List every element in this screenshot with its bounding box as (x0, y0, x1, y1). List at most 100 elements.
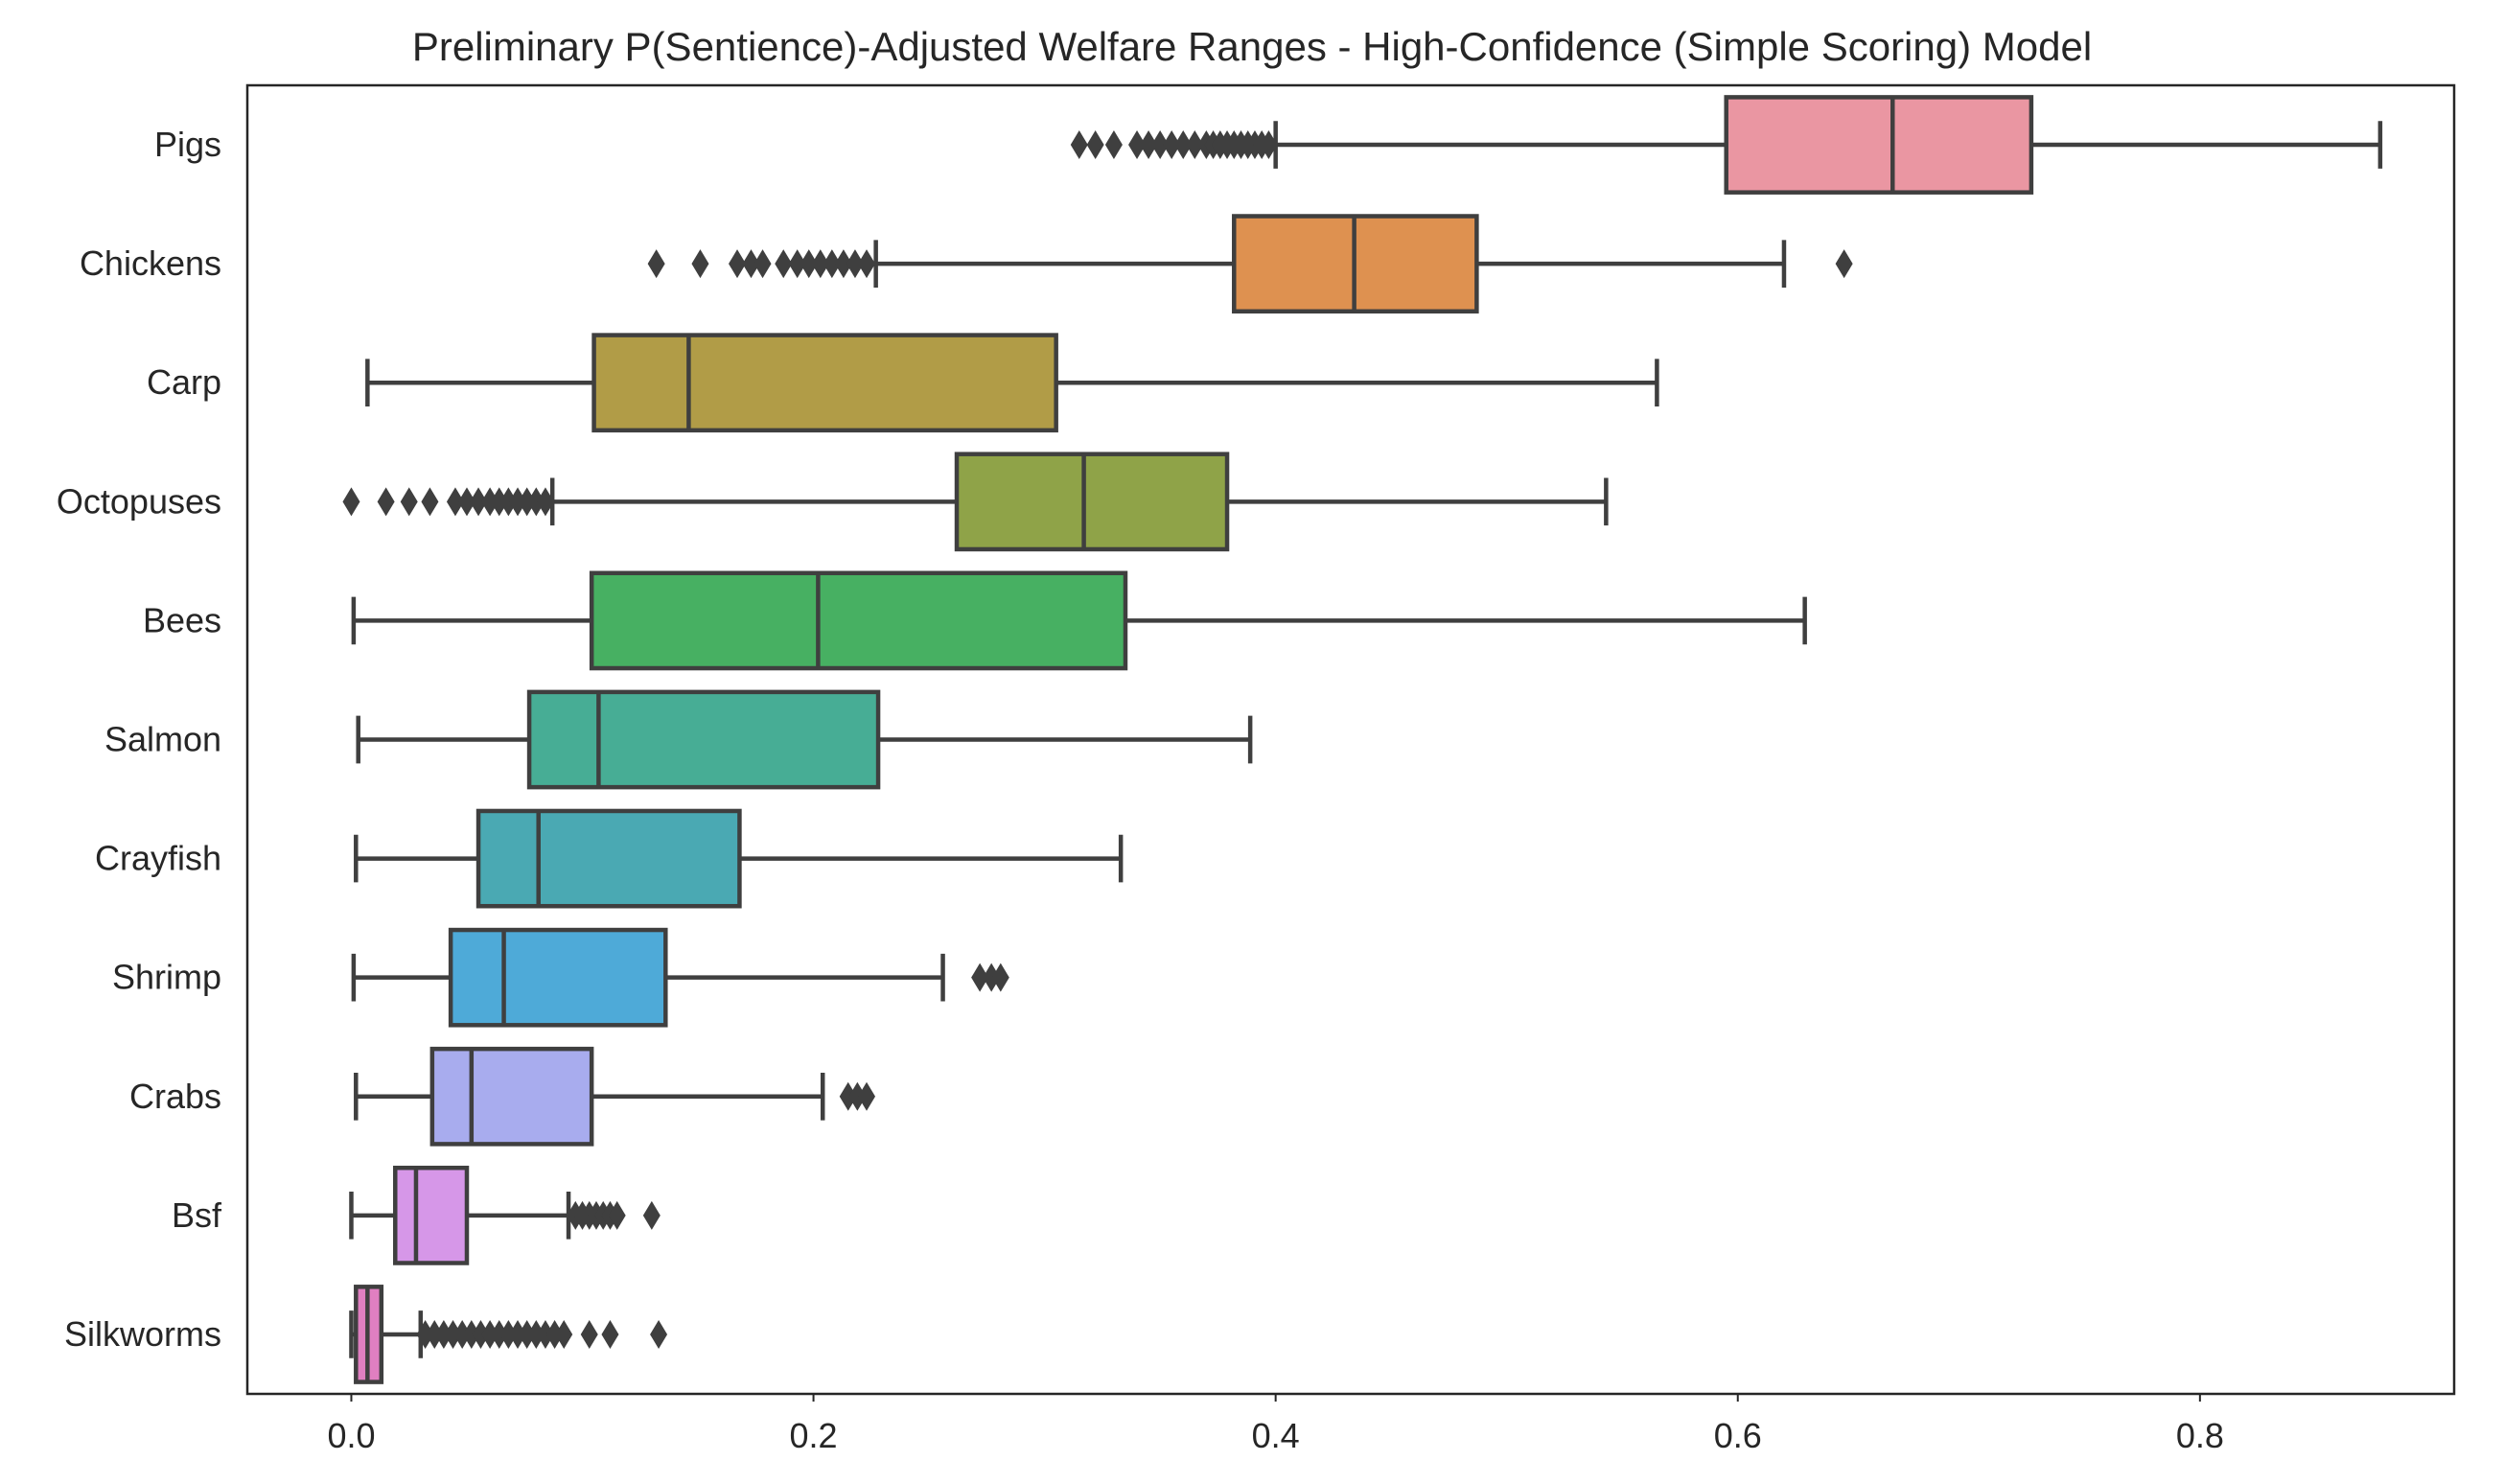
iqr-box (1724, 95, 2034, 195)
category-label: Crayfish (95, 839, 221, 878)
outlier-point (1104, 130, 1123, 160)
outlier-point (481, 487, 499, 517)
chart-title: Preliminary P(Sentience)-Adjusted Welfar… (412, 24, 2092, 69)
outlier-point (536, 1319, 554, 1349)
box-row-salmon: Salmon (104, 689, 1253, 790)
box-row-octopuses: Octopuses (57, 452, 1609, 552)
iqr-box (448, 927, 668, 1028)
outlier-point (1260, 130, 1278, 160)
box-row-pigs: Pigs (154, 95, 2383, 195)
outlier-point (742, 249, 760, 279)
outlier-point (983, 962, 1001, 992)
outlier-point (457, 487, 475, 517)
outlier-point (446, 487, 464, 517)
category-label: Octopuses (57, 481, 221, 521)
outlier-point (490, 1319, 508, 1349)
outlier-point (971, 962, 989, 992)
outlier-point (647, 249, 665, 279)
box-row-bsf: Bsf (172, 1165, 661, 1265)
iqr-box (954, 452, 1230, 552)
iqr-box (526, 689, 881, 790)
box-row-shrimp: Shrimp (112, 927, 1009, 1028)
x-tick-label: 0.4 (1252, 1416, 1300, 1455)
x-axis-ticks: 0.0 0.2 0.4 0.6 0.8 (327, 1394, 2224, 1455)
category-label: Chickens (80, 243, 221, 283)
category-label: Pigs (154, 125, 221, 164)
outlier-point (650, 1319, 668, 1349)
outlier-point (608, 1200, 626, 1230)
iqr-box (429, 1046, 594, 1147)
outlier-point (470, 487, 488, 517)
outlier-point (1186, 130, 1204, 160)
outlier-point (834, 249, 852, 279)
outlier-point (788, 249, 806, 279)
outlier-point (377, 487, 395, 517)
box-row-silkworms: Silkworms (64, 1285, 668, 1384)
category-label: Shrimp (112, 958, 221, 997)
outlier-point (823, 249, 841, 279)
outlier-point (846, 249, 864, 279)
category-label: Silkworms (64, 1314, 221, 1354)
outlier-point (434, 1319, 452, 1349)
outlier-point (1140, 130, 1158, 160)
outlier-point (490, 487, 508, 517)
outlier-point (1835, 249, 1853, 279)
outlier-point (426, 1319, 444, 1349)
x-tick-label: 0.8 (2176, 1416, 2224, 1455)
category-label: Salmon (104, 720, 221, 759)
outlier-point (444, 1319, 462, 1349)
outlier-point (1128, 130, 1147, 160)
outlier-point (580, 1319, 598, 1349)
category-label: Bees (143, 600, 221, 639)
outlier-point (536, 487, 554, 517)
outlier-point (800, 249, 818, 279)
outlier-point (1163, 130, 1181, 160)
iqr-box (589, 570, 1128, 671)
outlier-point (991, 962, 1009, 992)
outlier-point (858, 249, 876, 279)
outlier-point (342, 487, 360, 517)
outlier-point (481, 1319, 499, 1349)
box-row-carp: Carp (147, 333, 1659, 433)
outlier-point (729, 249, 747, 279)
outlier-point (1151, 130, 1170, 160)
category-label: Crabs (129, 1077, 221, 1116)
x-tick-label: 0.2 (790, 1416, 838, 1455)
outlier-point (472, 1319, 490, 1349)
outlier-point (416, 1319, 434, 1349)
outlier-point (1070, 130, 1088, 160)
outlier-point (839, 1081, 857, 1111)
outlier-point (555, 1319, 573, 1349)
outlier-point (691, 249, 709, 279)
outlier-point (453, 1319, 472, 1349)
category-label: Carp (147, 362, 221, 402)
outlier-point (1086, 130, 1104, 160)
x-tick-label: 0.6 (1714, 1416, 1762, 1455)
iqr-box (393, 1165, 470, 1265)
box-row-crabs: Crabs (129, 1046, 876, 1147)
outlier-point (499, 1319, 518, 1349)
iqr-box (475, 808, 742, 909)
outlier-point (421, 487, 439, 517)
box-rows: Pigs Chickens Carp Octopuses Bees Salmon Crayf… (57, 95, 2383, 1384)
outlier-point (527, 1319, 545, 1349)
outlier-point (858, 1081, 876, 1111)
outlier-point (509, 487, 527, 517)
outlier-point (754, 249, 772, 279)
outlier-point (400, 487, 418, 517)
plot-frame (245, 83, 2456, 1396)
iqr-box (591, 333, 1058, 433)
outlier-point (775, 249, 793, 279)
box-row-bees: Bees (143, 570, 1807, 671)
outlier-point (499, 487, 518, 517)
outlier-point (848, 1081, 867, 1111)
x-tick-label: 0.0 (327, 1416, 375, 1455)
outlier-point (642, 1200, 661, 1230)
outlier-point (518, 487, 536, 517)
outlier-point (1174, 130, 1193, 160)
box-row-chickens: Chickens (80, 214, 1853, 314)
outlier-point (527, 487, 545, 517)
outlier-point (509, 1319, 527, 1349)
outlier-point (545, 1319, 564, 1349)
